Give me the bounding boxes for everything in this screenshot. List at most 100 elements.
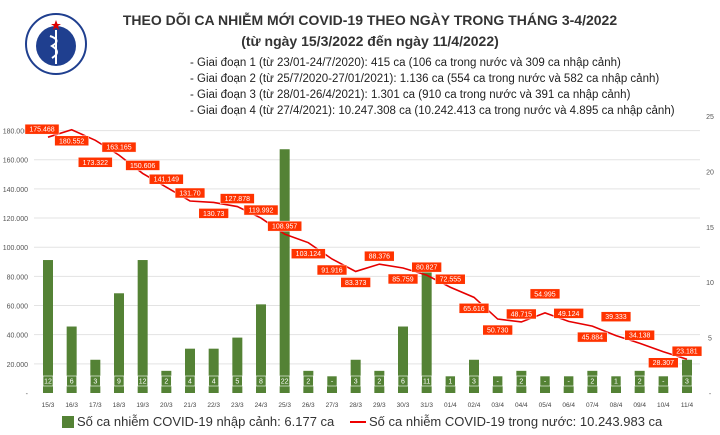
line-data-label: 130.73 (203, 211, 225, 218)
bar-data-label: 12 (44, 379, 52, 386)
bar-data-label: 3 (354, 379, 358, 386)
x-tick-label: 08/4 (610, 402, 623, 409)
bar-label-box (255, 375, 267, 387)
x-tick-label: 09/4 (633, 402, 646, 409)
bar (43, 260, 53, 393)
note-phase-3: - Giai đoạn 3 (từ 28/01-26/4/2021): 1.30… (190, 89, 631, 101)
x-tick-label: 11/4 (681, 402, 694, 409)
y-left-tick-label: 120.000 (3, 216, 28, 223)
bar (185, 348, 195, 393)
x-tick-label: 23/3 (231, 402, 244, 409)
line-data-label: 163.165 (106, 145, 131, 152)
bar (137, 260, 148, 393)
legend-item-domestic: Số ca nhiễm COVID-19 trong nước: 10.243.… (350, 414, 662, 429)
x-tick-label: 19/3 (136, 402, 149, 409)
y-left-tick-label: 80.000 (7, 274, 29, 281)
line-label-box (291, 248, 326, 259)
line-label-box (648, 357, 679, 368)
line-data-label: 127.878 (225, 196, 250, 203)
bar (256, 304, 266, 393)
bar-label-box (326, 375, 338, 387)
bar-label-box (563, 375, 574, 387)
bar-label-box (42, 375, 54, 387)
x-tick-label: 18/3 (113, 402, 126, 409)
legend-label-imported: Số ca nhiễm COVID-19 nhập cảnh: 6.177 ca (77, 414, 335, 429)
bar-data-label: 11 (423, 379, 430, 386)
line-label-box (340, 277, 371, 288)
legend-item-imported: Số ca nhiễm COVID-19 nhập cảnh: 6.177 ca (62, 414, 334, 429)
bar (327, 381, 337, 393)
bar (445, 381, 456, 393)
bar-label-box (90, 375, 101, 387)
bar-data-label: 3 (472, 379, 476, 386)
y-left-tick-label: 180.000 (3, 129, 28, 136)
x-tick-label: 07/4 (586, 402, 599, 409)
line-label-box (553, 308, 584, 319)
bar-data-label: 1 (614, 379, 618, 386)
bar (232, 337, 243, 393)
line-label-box (24, 123, 60, 135)
bar-data-label: 5 (235, 379, 239, 386)
bar-data-label: 2 (306, 379, 310, 386)
line-label-box (458, 303, 490, 314)
bar-label-box (137, 375, 148, 387)
x-tick-label: 10/4 (657, 402, 670, 409)
line-data-label: 48.715 (511, 311, 533, 318)
bar-data-label: 12 (139, 379, 147, 386)
bar-label-box (445, 375, 456, 387)
line-data-label: 34.138 (629, 333, 651, 340)
y-left-tick-label: 100.000 (3, 245, 28, 252)
bar-data-label: 6 (401, 379, 405, 386)
x-tick-label: 20/3 (160, 402, 173, 409)
bar-data-label: 2 (590, 379, 594, 386)
line-data-label: 54.995 (534, 291, 556, 298)
bar-data-label: 1 (448, 379, 452, 386)
bar-label-box (208, 375, 219, 387)
bar (398, 326, 408, 393)
bar-label-box (492, 375, 503, 387)
bar (279, 149, 290, 393)
x-tick-label: 24/3 (255, 402, 268, 409)
y-right-tick-label: 25 (706, 114, 714, 121)
bar-label-box (161, 375, 172, 387)
bar-label-box (610, 375, 622, 387)
line-label-box (198, 208, 229, 219)
line-data-label: 72.555 (440, 277, 462, 284)
legend-label-domestic: Số ca nhiễm COVID-19 trong nước: 10.243.… (369, 414, 663, 429)
x-tick-label: 17/3 (89, 402, 102, 409)
x-tick-label: 25/3 (278, 402, 291, 409)
y-right-tick-label: 20 (706, 169, 714, 176)
line-label-box (149, 173, 184, 185)
x-tick-label: 21/3 (184, 402, 197, 409)
x-tick-label: 01/4 (444, 402, 457, 409)
x-tick-label: 29/3 (373, 402, 386, 409)
bar-label-box (184, 375, 196, 387)
bar (492, 381, 503, 393)
line-data-label: 45.884 (582, 335, 604, 342)
line-label-box (54, 135, 89, 147)
line-label-box (125, 160, 160, 171)
line-label-box (101, 141, 137, 153)
bar (114, 293, 124, 393)
x-tick-label: 28/3 (349, 402, 362, 409)
line-label-box (671, 345, 703, 357)
x-tick-label: 02/4 (468, 402, 481, 409)
bar (563, 381, 574, 393)
bar-label-box (539, 375, 551, 387)
line-data-label: 80.827 (416, 265, 438, 272)
bar-data-label: 22 (281, 379, 289, 386)
line-data-label: 88.376 (369, 254, 391, 261)
bar-label-box (303, 375, 314, 387)
line-data-label: 141.149 (154, 177, 179, 184)
line-data-label: 180.552 (59, 138, 84, 145)
y-right-tick-label: - (709, 391, 712, 398)
bar-data-label: - (662, 379, 665, 386)
note-phase-1: - Giai đoạn 1 (từ 23/01-24/7/2020): 415 … (190, 57, 621, 69)
y-left-tick-label: - (26, 391, 29, 398)
x-tick-label: 26/3 (302, 402, 315, 409)
line-data-label: 83.373 (345, 280, 367, 287)
bar-label-box (66, 375, 77, 387)
x-tick-label: 16/3 (65, 402, 78, 409)
chart-subtitle: (từ ngày 15/3/2022 đến ngày 11/4/2022) (241, 33, 499, 49)
bar-data-label: - (544, 379, 547, 386)
